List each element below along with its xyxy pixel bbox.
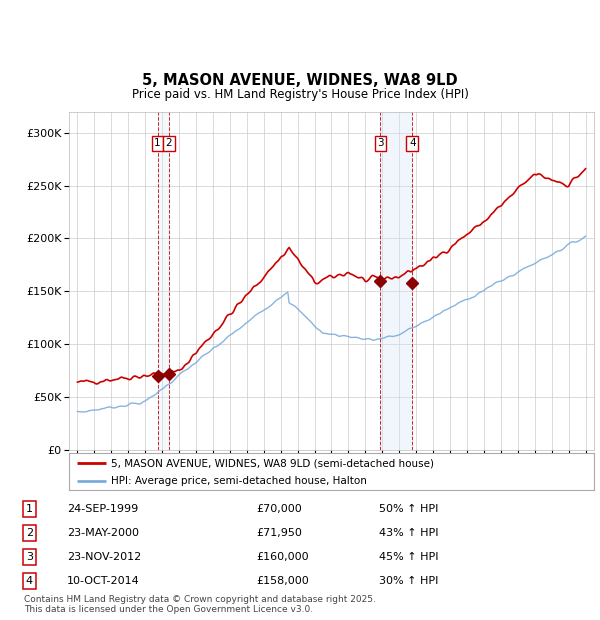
Text: 2: 2 xyxy=(26,528,33,538)
Text: 5, MASON AVENUE, WIDNES, WA8 9LD: 5, MASON AVENUE, WIDNES, WA8 9LD xyxy=(142,73,458,88)
Text: 45% ↑ HPI: 45% ↑ HPI xyxy=(379,552,438,562)
Text: Price paid vs. HM Land Registry's House Price Index (HPI): Price paid vs. HM Land Registry's House … xyxy=(131,88,469,100)
Text: £160,000: £160,000 xyxy=(256,552,309,562)
Text: 30% ↑ HPI: 30% ↑ HPI xyxy=(379,576,438,587)
Text: 24-SEP-1999: 24-SEP-1999 xyxy=(67,503,139,514)
Text: 2: 2 xyxy=(166,138,172,148)
Text: 23-NOV-2012: 23-NOV-2012 xyxy=(67,552,142,562)
Text: £158,000: £158,000 xyxy=(256,576,309,587)
Text: HPI: Average price, semi-detached house, Halton: HPI: Average price, semi-detached house,… xyxy=(111,476,367,486)
Text: 50% ↑ HPI: 50% ↑ HPI xyxy=(379,503,438,514)
Bar xyxy=(158,112,169,450)
Text: 4: 4 xyxy=(26,576,33,587)
Text: 1: 1 xyxy=(154,138,161,148)
Text: 23-MAY-2000: 23-MAY-2000 xyxy=(67,528,139,538)
Text: 1: 1 xyxy=(26,503,33,514)
Text: £70,000: £70,000 xyxy=(256,503,302,514)
Text: 5, MASON AVENUE, WIDNES, WA8 9LD (semi-detached house): 5, MASON AVENUE, WIDNES, WA8 9LD (semi-d… xyxy=(111,458,434,468)
Text: Contains HM Land Registry data © Crown copyright and database right 2025.
This d: Contains HM Land Registry data © Crown c… xyxy=(23,595,376,614)
Bar xyxy=(380,112,412,450)
Text: 3: 3 xyxy=(26,552,33,562)
Text: £71,950: £71,950 xyxy=(256,528,302,538)
Text: 4: 4 xyxy=(409,138,416,148)
Text: 10-OCT-2014: 10-OCT-2014 xyxy=(67,576,140,587)
Text: 3: 3 xyxy=(377,138,384,148)
Text: 43% ↑ HPI: 43% ↑ HPI xyxy=(379,528,438,538)
